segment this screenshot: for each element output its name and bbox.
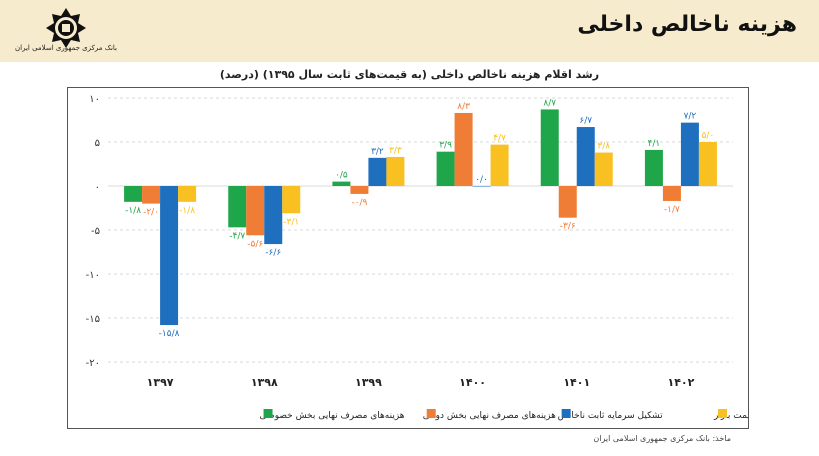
chart-title: رشد اقلام هزینه ناخالص داخلی (به قیمت‌ها… <box>219 68 600 81</box>
data-label: ۵/۰ <box>702 131 715 141</box>
bar-1 <box>124 186 143 202</box>
bar-2 <box>454 112 473 186</box>
bank-name: بانک مرکزی جمهوری اسلامی ایران <box>15 44 117 52</box>
bar-4 <box>490 144 509 186</box>
y-tick-label: ۵ <box>95 138 100 149</box>
bar-3 <box>576 127 595 186</box>
source-note: ماخذ: بانک مرکزی جمهوری اسلامی ایران <box>593 434 731 443</box>
x-tick-label: ۱۳۹۸ <box>251 376 278 389</box>
y-tick-label: ۰ <box>95 182 100 193</box>
bar-1 <box>332 181 351 186</box>
bar-2 <box>142 186 161 204</box>
x-tick-label: ۱۳۹۹ <box>355 376 382 389</box>
legend-label: هزینه‌های مصرف نهایی بخش خصوصی <box>260 411 405 421</box>
bar-3 <box>264 186 283 245</box>
bar-4 <box>594 152 613 186</box>
chart-frame: ۱۰ ۵ ۰ -۵ -۱۰ -۱۵ -۲۰ -۱/۸ -۲/۰ -۱۵/۸ -۱/۸ ۱۳۹۷ -۴/۷… <box>67 87 819 429</box>
bar-2 <box>246 186 265 236</box>
data-label: -۴/۷ <box>229 231 245 241</box>
bar-4 <box>178 186 197 202</box>
bar-4 <box>282 186 301 214</box>
bar-4 <box>698 142 717 186</box>
data-label: -۱/۷ <box>664 205 680 215</box>
bar-1 <box>228 186 247 228</box>
bar-1 <box>644 149 663 186</box>
data-label: ۳/۳ <box>389 146 402 156</box>
header-bar: بانک مرکزی جمهوری اسلامی ایران هزینه ناخ… <box>0 0 819 62</box>
y-tick-label: -۲۰ <box>86 358 100 369</box>
legend-swatch <box>718 409 727 418</box>
data-label: ۳/۸ <box>597 142 610 152</box>
y-tick-label: -۱۵ <box>86 314 100 325</box>
data-label: -۰/۹ <box>351 198 367 208</box>
data-label: -۳/۶ <box>560 222 576 232</box>
data-label: ۴/۱ <box>648 139 661 149</box>
x-tick-label: ۱۴۰۱ <box>563 376 590 389</box>
legend-label: هزینه‌های مصرف نهایی بخش دولتی <box>423 411 556 421</box>
data-label: ۴/۷ <box>493 134 506 144</box>
data-label: -۳/۱ <box>283 217 299 227</box>
bar-2 <box>558 186 577 218</box>
bar-3 <box>368 157 387 186</box>
data-label: -۵/۶ <box>247 239 263 249</box>
bar-1 <box>436 151 455 186</box>
data-label: -۲/۰ <box>143 208 159 218</box>
data-label: -۱/۸ <box>125 206 141 216</box>
data-label: ۸/۳ <box>457 102 470 112</box>
data-label: ۶/۷ <box>579 116 592 126</box>
bar-1 <box>540 109 559 186</box>
data-label: ۸/۷ <box>543 98 556 108</box>
bar-3 <box>680 122 699 186</box>
x-tick-label: ۱۳۹۷ <box>147 376 174 389</box>
legend-swatch <box>561 409 571 418</box>
bar-2 <box>350 186 369 194</box>
bar-3 <box>160 186 179 326</box>
legend-swatch <box>263 409 273 418</box>
bar-3 <box>472 186 491 187</box>
legend-swatch <box>426 409 436 418</box>
y-tick-label: ۱۰ <box>89 94 100 105</box>
bar-2 <box>662 186 681 201</box>
data-label: ۷/۲ <box>684 112 697 122</box>
x-tick-label: ۱۴۰۲ <box>667 376 694 389</box>
x-tick-label: ۱۴۰۰ <box>459 376 486 389</box>
central-bank-emblem-icon <box>46 8 86 48</box>
data-label: ۳/۹ <box>439 141 452 151</box>
data-label: ۳/۲ <box>371 147 384 157</box>
data-label: -۶/۶ <box>265 248 281 258</box>
page-title: هزینه ناخالص داخلی <box>577 12 797 37</box>
data-label: ۰/۵ <box>335 171 348 181</box>
data-label: -۱/۸ <box>179 206 195 216</box>
data-label: ۰/۰ <box>475 175 488 185</box>
y-tick-label: -۱۰ <box>86 270 100 281</box>
data-label: -۱۵/۸ <box>159 329 180 339</box>
legend-label: تشکیل سرمایه ثابت ناخالص <box>558 411 663 421</box>
bar-4 <box>386 156 405 186</box>
y-tick-label: -۵ <box>91 226 100 237</box>
